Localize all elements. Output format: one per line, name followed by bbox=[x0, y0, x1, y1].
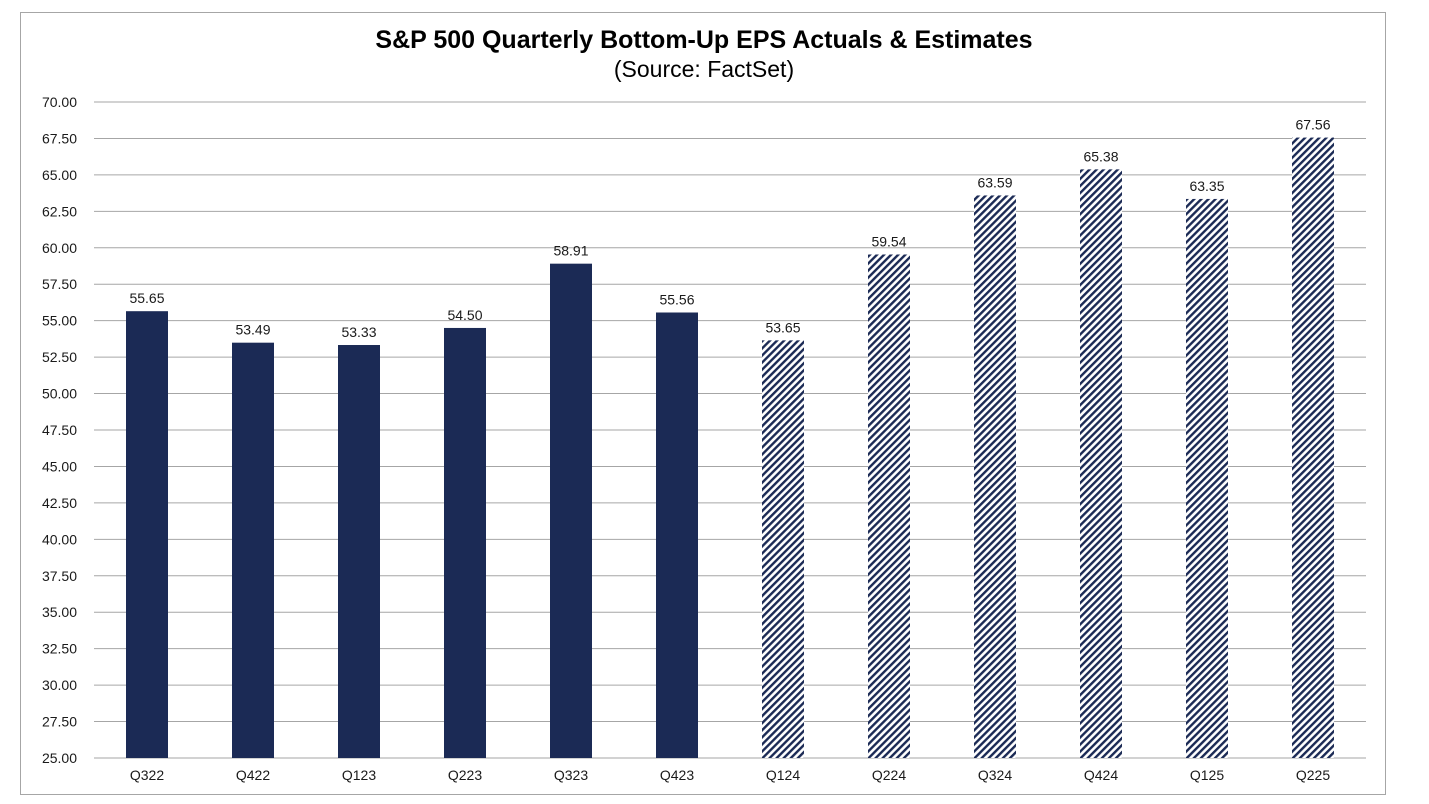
y-tick-label: 40.00 bbox=[42, 531, 77, 547]
chart-title: S&P 500 Quarterly Bottom-Up EPS Actuals … bbox=[375, 26, 1032, 54]
bar-q123 bbox=[338, 345, 380, 758]
y-tick-label: 27.50 bbox=[42, 714, 77, 730]
x-tick-label: Q223 bbox=[448, 767, 482, 783]
x-tick-label: Q323 bbox=[554, 767, 588, 783]
y-tick-label: 47.50 bbox=[42, 422, 77, 438]
y-tick-label: 70.00 bbox=[42, 94, 77, 110]
y-tick-label: 55.00 bbox=[42, 313, 77, 329]
x-tick-label: Q423 bbox=[660, 767, 694, 783]
bar-q324 bbox=[974, 195, 1016, 759]
y-tick-label: 42.50 bbox=[42, 495, 77, 511]
y-tick-label: 65.00 bbox=[42, 167, 77, 183]
x-tick-label: Q225 bbox=[1296, 767, 1330, 783]
data-label: 55.56 bbox=[659, 292, 694, 308]
y-tick-label: 52.50 bbox=[42, 349, 77, 365]
bar-q322 bbox=[126, 311, 168, 758]
y-axis-ticks: 70.00 67.50 65.00 62.50 60.00 57.50 55.00 52.50… bbox=[42, 94, 77, 766]
data-label: 53.49 bbox=[235, 322, 270, 338]
x-tick-label: Q224 bbox=[872, 767, 906, 783]
bar-q124 bbox=[762, 340, 804, 758]
x-tick-label: Q422 bbox=[236, 767, 270, 783]
x-axis-ticks: Q322 Q422 Q123 Q223 Q323 Q423 Q124 Q224 Q324 Q424… bbox=[130, 767, 1330, 783]
y-tick-label: 50.00 bbox=[42, 386, 77, 402]
data-label: 59.54 bbox=[871, 233, 906, 249]
y-tick-label: 57.50 bbox=[42, 276, 77, 292]
chart-subtitle: (Source: FactSet) bbox=[614, 56, 794, 82]
bar-q323 bbox=[550, 263, 592, 758]
bar-q423 bbox=[656, 312, 698, 758]
x-tick-label: Q125 bbox=[1190, 767, 1224, 783]
y-tick-label: 32.50 bbox=[42, 641, 77, 657]
data-label: 63.35 bbox=[1189, 178, 1224, 194]
data-label: 54.50 bbox=[447, 307, 482, 323]
bar-q125 bbox=[1186, 198, 1228, 759]
y-tick-label: 30.00 bbox=[42, 677, 77, 693]
data-label: 65.38 bbox=[1083, 148, 1118, 164]
x-tick-label: Q123 bbox=[342, 767, 376, 783]
data-label: 63.59 bbox=[977, 174, 1012, 190]
bar-q223 bbox=[444, 327, 486, 758]
chart-svg: S&P 500 Quarterly Bottom-Up EPS Actuals … bbox=[42, 26, 1366, 783]
bar-q422 bbox=[232, 342, 274, 758]
x-tick-label: Q324 bbox=[978, 767, 1012, 783]
data-label: 67.56 bbox=[1295, 117, 1330, 133]
data-label: 53.33 bbox=[341, 324, 376, 340]
x-tick-label: Q124 bbox=[766, 767, 800, 783]
x-tick-label: Q322 bbox=[130, 767, 164, 783]
data-label: 55.65 bbox=[129, 290, 164, 306]
chart-frame: S&P 500 Quarterly Bottom-Up EPS Actuals … bbox=[20, 12, 1386, 795]
y-tick-label: 25.00 bbox=[42, 750, 77, 766]
y-tick-label: 60.00 bbox=[42, 240, 77, 256]
y-tick-label: 37.50 bbox=[42, 568, 77, 584]
data-label: 58.91 bbox=[553, 243, 588, 259]
x-tick-label: Q424 bbox=[1084, 767, 1118, 783]
bar-q224 bbox=[868, 254, 910, 758]
bars bbox=[126, 137, 1334, 759]
bar-q225 bbox=[1292, 137, 1334, 759]
y-tick-label: 62.50 bbox=[42, 203, 77, 219]
data-labels: 55.65 53.49 53.33 54.50 58.91 55.56 53.65 59.54… bbox=[129, 117, 1330, 340]
y-tick-label: 35.00 bbox=[42, 604, 77, 620]
data-label: 53.65 bbox=[765, 319, 800, 335]
bar-q424 bbox=[1080, 169, 1122, 758]
gridlines bbox=[94, 101, 1366, 759]
y-tick-label: 45.00 bbox=[42, 458, 77, 474]
y-tick-label: 67.50 bbox=[42, 130, 77, 146]
